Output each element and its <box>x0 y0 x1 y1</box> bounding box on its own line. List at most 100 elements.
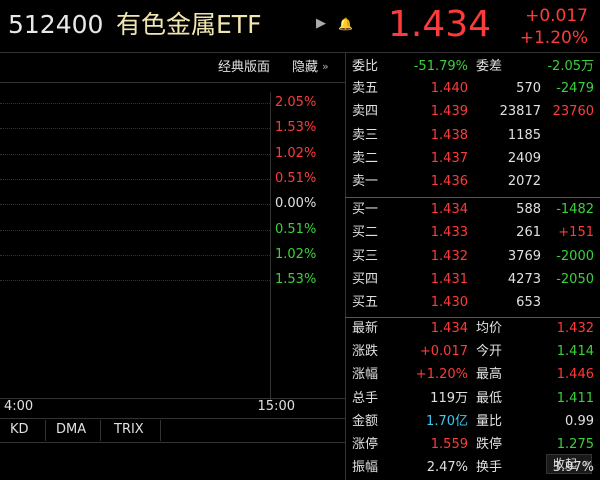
value: -2.05万 <box>547 59 594 74</box>
indicator-tab[interactable]: DMA <box>56 422 87 437</box>
layout-button[interactable]: 经典版面 <box>218 60 271 75</box>
level-volume: 2409 <box>507 150 541 166</box>
level-label: 买四 <box>352 271 379 287</box>
divider <box>0 442 345 443</box>
stat-label: 量比 <box>476 413 503 429</box>
level-price: 1.430 <box>430 295 468 311</box>
level-volume: 588 <box>516 202 541 217</box>
grid-line <box>0 179 270 180</box>
stat-value: 1.414 <box>556 344 594 360</box>
tab-separator <box>100 420 101 441</box>
level-label: 买五 <box>352 295 379 311</box>
level-price: 1.438 <box>430 127 468 143</box>
stat-label: 涨跌 <box>352 344 379 360</box>
stat-value: +1.20% <box>415 367 468 383</box>
last-price: 1.434 <box>388 4 492 45</box>
percent-label: 2.05% <box>275 95 317 110</box>
stat-value: 1.434 <box>430 321 468 336</box>
level-change: 23760 <box>552 104 594 120</box>
level-price: 1.432 <box>430 248 468 264</box>
stat-value: 119万 <box>430 390 468 406</box>
level-label: 卖四 <box>352 104 379 120</box>
level-price: 1.440 <box>430 81 468 96</box>
percent-label: 0.00% <box>275 196 317 212</box>
stat-value: 1.446 <box>556 367 594 383</box>
indicator-tab[interactable]: TRIX <box>114 422 144 437</box>
percent-label: 0.51% <box>275 221 317 237</box>
tab-separator <box>45 420 46 441</box>
stat-label: 最低 <box>476 390 503 406</box>
stat-label: 换手 <box>476 460 503 476</box>
grid-line <box>0 230 270 231</box>
stat-value: 2.47% <box>426 460 468 476</box>
level-label: 买一 <box>352 202 379 217</box>
stat-label: 涨幅 <box>352 367 379 383</box>
level-label: 卖二 <box>352 150 379 166</box>
chevron: » <box>583 456 590 469</box>
label: 委差 <box>476 59 503 74</box>
grid-line <box>0 280 270 281</box>
indicator-tab[interactable]: KD <box>10 422 29 437</box>
level-price: 1.431 <box>430 271 468 287</box>
level-change: +151 <box>558 225 594 241</box>
bell-icon[interactable]: 🔔 <box>338 17 353 31</box>
level-price: 1.434 <box>430 202 468 217</box>
stat-label: 今开 <box>476 344 503 360</box>
level-label: 卖一 <box>352 174 379 190</box>
level-volume: 2072 <box>507 174 541 190</box>
divider <box>345 197 600 198</box>
level-label: 买三 <box>352 248 379 264</box>
level-label: 买二 <box>352 225 379 241</box>
grid-line <box>0 255 270 256</box>
level-change: -2479 <box>556 81 594 96</box>
level-volume: 23817 <box>499 104 541 120</box>
divider <box>0 418 345 419</box>
stock-name: 有色金属ETF <box>116 10 262 39</box>
collapse-button[interactable]: 收起 <box>545 454 592 474</box>
price-change-pct: +1.20% <box>519 28 588 48</box>
stat-value: 1.432 <box>556 321 594 336</box>
level-price: 1.436 <box>430 174 468 190</box>
grid-line <box>0 103 270 104</box>
stat-label: 涨停 <box>352 437 379 452</box>
chart-border <box>270 92 271 400</box>
level-volume: 570 <box>516 81 541 96</box>
chevron: » <box>322 60 329 73</box>
level-price: 1.433 <box>430 225 468 241</box>
stat-label: 金额 <box>352 413 379 429</box>
chart-border <box>0 398 345 399</box>
percent-label: 0.51% <box>275 170 317 186</box>
time-label: 4:00 <box>4 399 34 414</box>
stock-code: 512400 <box>8 10 104 39</box>
level-volume: 1185 <box>507 127 541 143</box>
divider <box>345 317 600 318</box>
stat-value: 0.99 <box>565 413 594 429</box>
stat-value: 3.97% <box>552 460 594 476</box>
level-volume: 3769 <box>507 248 541 264</box>
stat-label: 最高 <box>476 367 503 383</box>
play-icon[interactable]: ▶ <box>316 16 326 31</box>
divider <box>0 52 600 53</box>
percent-label: 1.02% <box>275 246 317 262</box>
percent-label: 1.02% <box>275 145 317 161</box>
stat-label: 最新 <box>352 321 379 336</box>
level-change: -1482 <box>556 202 594 217</box>
value: -51.79% <box>413 59 468 74</box>
price-change: +0.017 <box>525 6 588 26</box>
percent-label: 1.53% <box>275 272 317 288</box>
stat-value: 1.411 <box>556 390 594 406</box>
stat-label: 跌停 <box>476 437 503 452</box>
divider <box>0 82 345 83</box>
collapse-label: 收起 <box>552 457 577 471</box>
hide-button[interactable]: 隐藏 <box>292 60 319 75</box>
grid-line <box>0 154 270 155</box>
grid-line <box>0 204 270 205</box>
divider <box>345 52 346 480</box>
level-volume: 261 <box>516 225 541 241</box>
stat-label: 总手 <box>352 390 379 406</box>
tab-separator <box>160 420 161 441</box>
level-label: 卖三 <box>352 127 379 143</box>
stat-value: 1.70亿 <box>426 413 468 429</box>
level-volume: 653 <box>516 295 541 311</box>
